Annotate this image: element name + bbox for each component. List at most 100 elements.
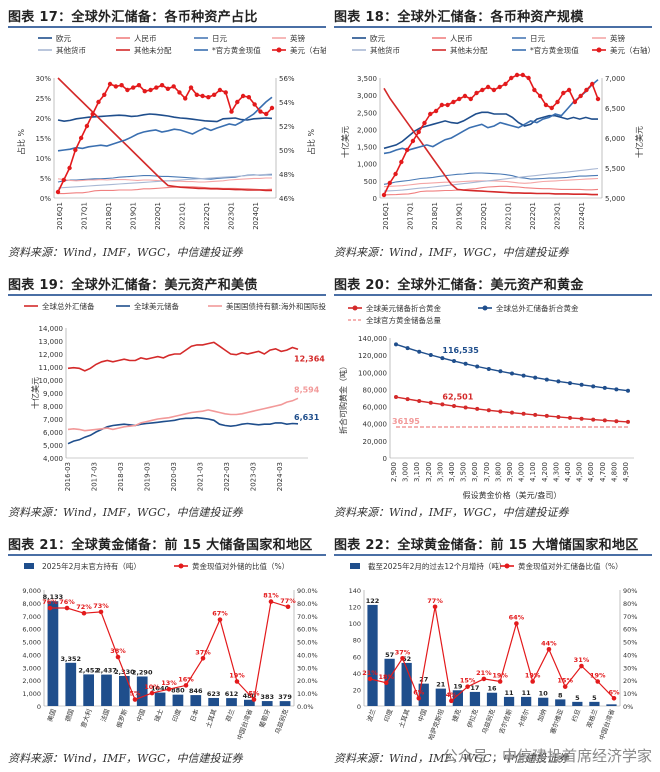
series-point — [590, 81, 595, 87]
series-point — [514, 72, 520, 78]
bar-value-label: 57 — [385, 651, 394, 659]
y-tick-label: 10% — [35, 155, 51, 163]
x-tick-label: 4,100 — [529, 462, 537, 482]
y-tick-label: 100 — [349, 620, 361, 628]
y-tick-label: 5,000 — [43, 442, 63, 450]
ratio-point — [367, 676, 373, 682]
legend-label: 其他货币 — [56, 45, 86, 55]
legend-swatch — [350, 563, 360, 569]
x-tick-label: 中国台湾省 — [235, 707, 255, 741]
bar-value-label: 379 — [278, 693, 292, 701]
ratio-point — [81, 610, 87, 616]
x-tick-label: 德国 — [63, 708, 76, 723]
y-axis-title: 十亿美元 — [340, 126, 350, 158]
y-axis-title: 占比 % — [16, 129, 26, 156]
legend-label: 美元（右轴） — [610, 45, 652, 55]
x-tick-label: 2020Q1 — [480, 202, 488, 230]
panel-19: 图表 19：全球外汇储备：美元资产和美债 全球总外汇储备 全球美元储备 美国国债持有… — [8, 274, 326, 524]
series-point — [142, 89, 147, 94]
series-point — [387, 180, 392, 186]
ratio-label: 76% — [59, 598, 75, 606]
y-axis-title: 十亿美元 — [30, 377, 40, 409]
series-point — [474, 90, 479, 96]
series-point — [410, 138, 416, 144]
legend-marker — [504, 563, 510, 569]
series-point — [394, 395, 398, 400]
series-point — [510, 371, 514, 376]
x-tick-label: 土耳其 — [396, 707, 411, 729]
series-point — [544, 413, 549, 418]
legend-label: 全球美元储备 — [134, 301, 179, 311]
x-tick-label: 卡塔尔 — [516, 707, 531, 729]
x-tick-label: 4,500 — [576, 462, 584, 482]
x-tick-label: 4,800 — [610, 462, 618, 482]
panel-22: 图表 22：全球黄金储备：前 15 大增储国家和地区 截至2025年2月的过去1… — [334, 534, 652, 770]
x-tick-label: 3,400 — [448, 462, 456, 482]
bar-value-label: 11 — [522, 689, 532, 697]
legend-marker — [178, 563, 184, 569]
y-tick-label: 0 — [373, 195, 377, 203]
ratio-point — [481, 676, 487, 682]
panel-title: 图表 18：全球外汇储备：各币种资产规模 — [334, 10, 584, 25]
y-axis-title: 折合可购黄金（吨） — [338, 362, 348, 434]
series-point — [67, 165, 72, 171]
x-tick-label: 2023Q1 — [554, 202, 562, 230]
bar — [503, 696, 515, 706]
ratio-label: 64% — [509, 614, 525, 622]
x-tick-label: 3,800 — [494, 462, 502, 482]
bar-value-label: 880 — [171, 687, 185, 695]
ratio-point — [465, 684, 470, 689]
source-note: 资料来源：Wind，IMF，WGC，中信建投证券 — [8, 246, 243, 259]
ratio-label: 73% — [93, 602, 109, 610]
x-tick-label: 2021-03 — [197, 462, 205, 491]
series-point — [417, 349, 422, 354]
series-point — [566, 87, 572, 93]
ratio-point — [115, 654, 121, 660]
source-note: 资料来源：Wind，IMF，WGC，中信建投证券 — [8, 506, 243, 519]
y-tick-label-right: 40.0% — [297, 651, 318, 659]
ratio-point — [497, 679, 503, 684]
y-tick-label: 2,500 — [357, 109, 377, 117]
x-tick-label: 伊拉克 — [465, 707, 480, 729]
bar-value-label: 612 — [225, 690, 239, 698]
source-note: 资料来源：Wind，IMF，WGC，中信建投证券 — [334, 246, 569, 259]
x-tick-label: 意大利 — [78, 708, 93, 729]
x-tick-label: 3,700 — [483, 462, 491, 482]
ratio-point — [514, 621, 519, 626]
y-tick-label: 8,000 — [43, 403, 63, 411]
bar — [469, 691, 481, 706]
bar-value-label: 17 — [470, 684, 479, 692]
x-tick-label: 印度 — [170, 707, 183, 723]
bar — [589, 701, 600, 706]
legend-label: 其他未分配 — [450, 45, 488, 55]
source-note: 资料来源：Wind，IMF，WGC，中信建投证券 — [334, 506, 569, 519]
ratio-point — [47, 605, 53, 611]
ratio-point — [251, 697, 257, 702]
legend-label: 欧元 — [56, 33, 71, 43]
y-tick-label-right: 30% — [623, 664, 637, 672]
panel-18: 图表 18：全球外汇储备：各币种资产规模 欧元 人民币 日元 英镑 其他货币 其他未分配 *… — [334, 6, 652, 264]
x-tick-label: 3,100 — [413, 462, 421, 482]
title-underline — [8, 554, 326, 556]
y-axis-title-right: 十亿美元 — [634, 126, 644, 158]
ratio-label: 16% — [178, 675, 194, 683]
series-point — [399, 159, 404, 165]
bar-value-label: 16 — [487, 685, 497, 693]
series-point — [211, 92, 217, 97]
series-line-2 — [383, 172, 599, 185]
x-tick-label: 中国 — [134, 708, 147, 723]
series-point — [440, 402, 445, 407]
bar — [606, 704, 617, 706]
series-line-6 — [57, 96, 273, 152]
series-point — [405, 397, 410, 402]
ratio-label: 76% — [42, 598, 58, 606]
x-tick-label: 乌兹别克 — [480, 707, 498, 735]
series-point — [452, 359, 456, 364]
series-point — [468, 96, 473, 102]
series-point — [416, 129, 421, 135]
series-point — [533, 375, 538, 380]
x-tick-label: 2018-03 — [117, 462, 125, 491]
y-tick-label: 10,000 — [39, 377, 64, 385]
x-tick-label: 4,300 — [552, 462, 560, 482]
bar — [190, 695, 202, 706]
